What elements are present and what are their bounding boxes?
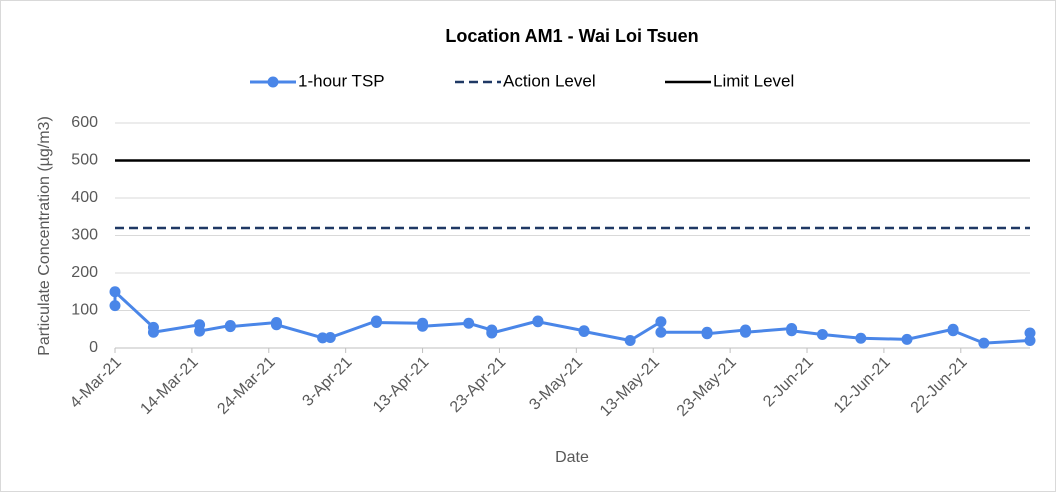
data-point [740,326,752,338]
data-point [270,319,282,331]
data-point [417,320,429,332]
chart-title: Location AM1 - Wai Loi Tsuen [445,26,698,46]
data-point [370,317,382,328]
legend-label: Action Level [503,71,596,90]
y-tick-label: 200 [71,264,98,281]
data-point [655,316,667,328]
data-point [532,316,544,328]
data-point [855,332,867,344]
y-tick-label: 100 [71,302,98,319]
data-point [147,326,159,338]
data-point [655,326,667,338]
legend-label: 1-hour TSP [298,71,385,90]
y-tick-label: 500 [71,152,98,169]
data-point [109,286,121,298]
legend-label: Limit Level [713,71,794,90]
legend-marker [267,76,279,88]
y-tick-label: 300 [71,227,98,244]
y-axis-title: Particulate Concentration (µg/m3) [36,116,53,356]
data-point [1024,327,1036,339]
x-axis-title: Date [555,449,589,466]
data-point [624,335,636,346]
data-point [194,325,206,337]
data-point [947,325,959,337]
data-point [816,329,828,340]
data-point [486,327,498,339]
data-point [109,300,121,312]
data-point [786,325,798,337]
y-tick-label: 0 [89,339,98,356]
data-point [901,333,913,345]
y-tick-label: 400 [71,189,98,206]
data-point [978,337,990,349]
data-point [224,321,236,333]
data-point [324,332,336,343]
data-point [701,328,713,340]
data-point [578,326,590,337]
y-tick-label: 600 [71,114,98,131]
data-point [463,317,475,329]
